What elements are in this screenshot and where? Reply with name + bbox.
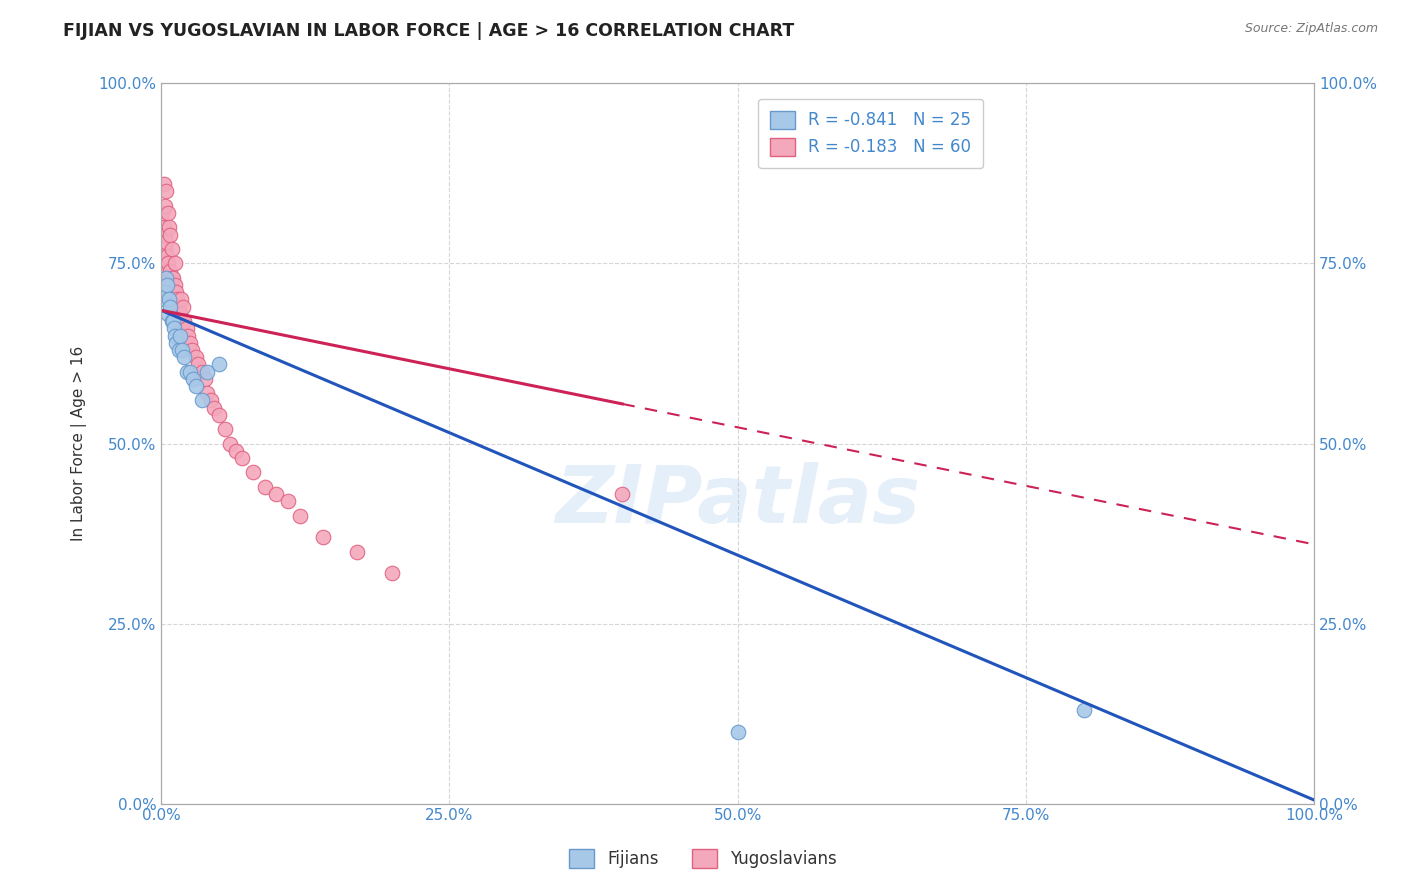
Point [150, 235, 173, 249]
Point [157, 271, 180, 285]
Point [160, 242, 183, 256]
Point [184, 379, 207, 393]
Point [163, 328, 186, 343]
Point [155, 271, 177, 285]
Point [170, 343, 193, 357]
Point [169, 328, 191, 343]
Point [155, 185, 177, 199]
Point [202, 401, 225, 415]
Point [163, 256, 186, 270]
Point [208, 357, 231, 371]
Point [167, 300, 190, 314]
Point [159, 278, 181, 293]
Text: FIJIAN VS YUGOSLAVIAN IN LABOR FORCE | AGE > 16 CORRELATION CHART: FIJIAN VS YUGOSLAVIAN IN LABOR FORCE | A… [63, 22, 794, 40]
Point [176, 364, 198, 378]
Point [152, 293, 174, 307]
Point [173, 314, 195, 328]
Point [155, 235, 177, 249]
Point [163, 293, 186, 307]
Point [225, 443, 247, 458]
Point [167, 343, 190, 357]
Point [165, 335, 187, 350]
Point [288, 508, 311, 523]
Point [277, 494, 299, 508]
Point [153, 242, 176, 256]
Point [170, 293, 193, 307]
Point [183, 372, 205, 386]
Point [253, 480, 276, 494]
Text: ZIPatlas: ZIPatlas [555, 462, 920, 541]
Point [1073, 703, 1095, 717]
Point [165, 285, 187, 300]
Point [311, 530, 333, 544]
Point [157, 206, 180, 220]
Point [242, 466, 264, 480]
Text: Source: ZipAtlas.com: Source: ZipAtlas.com [1244, 22, 1378, 36]
Point [172, 300, 194, 314]
Y-axis label: In Labor Force | Age > 16: In Labor Force | Age > 16 [72, 346, 87, 541]
Point [214, 422, 236, 436]
Point [152, 220, 174, 235]
Point [219, 436, 242, 450]
Legend: R = -0.841   N = 25, R = -0.183   N = 60: R = -0.841 N = 25, R = -0.183 N = 60 [758, 99, 983, 168]
Point [612, 487, 634, 501]
Point [195, 386, 218, 401]
Point [179, 335, 201, 350]
Point [163, 278, 186, 293]
Point [346, 544, 368, 558]
Point [163, 321, 186, 335]
Point [156, 263, 179, 277]
Point [157, 293, 180, 307]
Point [266, 487, 288, 501]
Point [179, 364, 201, 378]
Point [152, 178, 174, 192]
Point [159, 227, 181, 242]
Point [195, 364, 218, 378]
Point [162, 285, 184, 300]
Point [727, 724, 749, 739]
Point [160, 314, 183, 328]
Point [153, 227, 176, 242]
Point [159, 300, 181, 314]
Point [157, 256, 180, 270]
Point [208, 408, 231, 422]
Point [166, 293, 188, 307]
Point [231, 450, 253, 465]
Point [170, 314, 193, 328]
Point [157, 307, 180, 321]
Point [169, 307, 191, 321]
Point [162, 314, 184, 328]
Point [156, 249, 179, 263]
Point [190, 364, 212, 378]
Point [176, 321, 198, 335]
Point [190, 393, 212, 408]
Point [381, 566, 404, 581]
Point [152, 249, 174, 263]
Point [159, 263, 181, 277]
Point [181, 343, 204, 357]
Point [184, 350, 207, 364]
Point [194, 372, 217, 386]
Point [155, 256, 177, 270]
Point [177, 328, 200, 343]
Point [173, 350, 195, 364]
Point [160, 271, 183, 285]
Point [150, 206, 173, 220]
Legend: Fijians, Yugoslavians: Fijians, Yugoslavians [562, 843, 844, 875]
Point [156, 278, 179, 293]
Point [162, 271, 184, 285]
Point [200, 393, 222, 408]
Point [157, 220, 180, 235]
Point [153, 199, 176, 213]
Point [153, 285, 176, 300]
Point [187, 357, 209, 371]
